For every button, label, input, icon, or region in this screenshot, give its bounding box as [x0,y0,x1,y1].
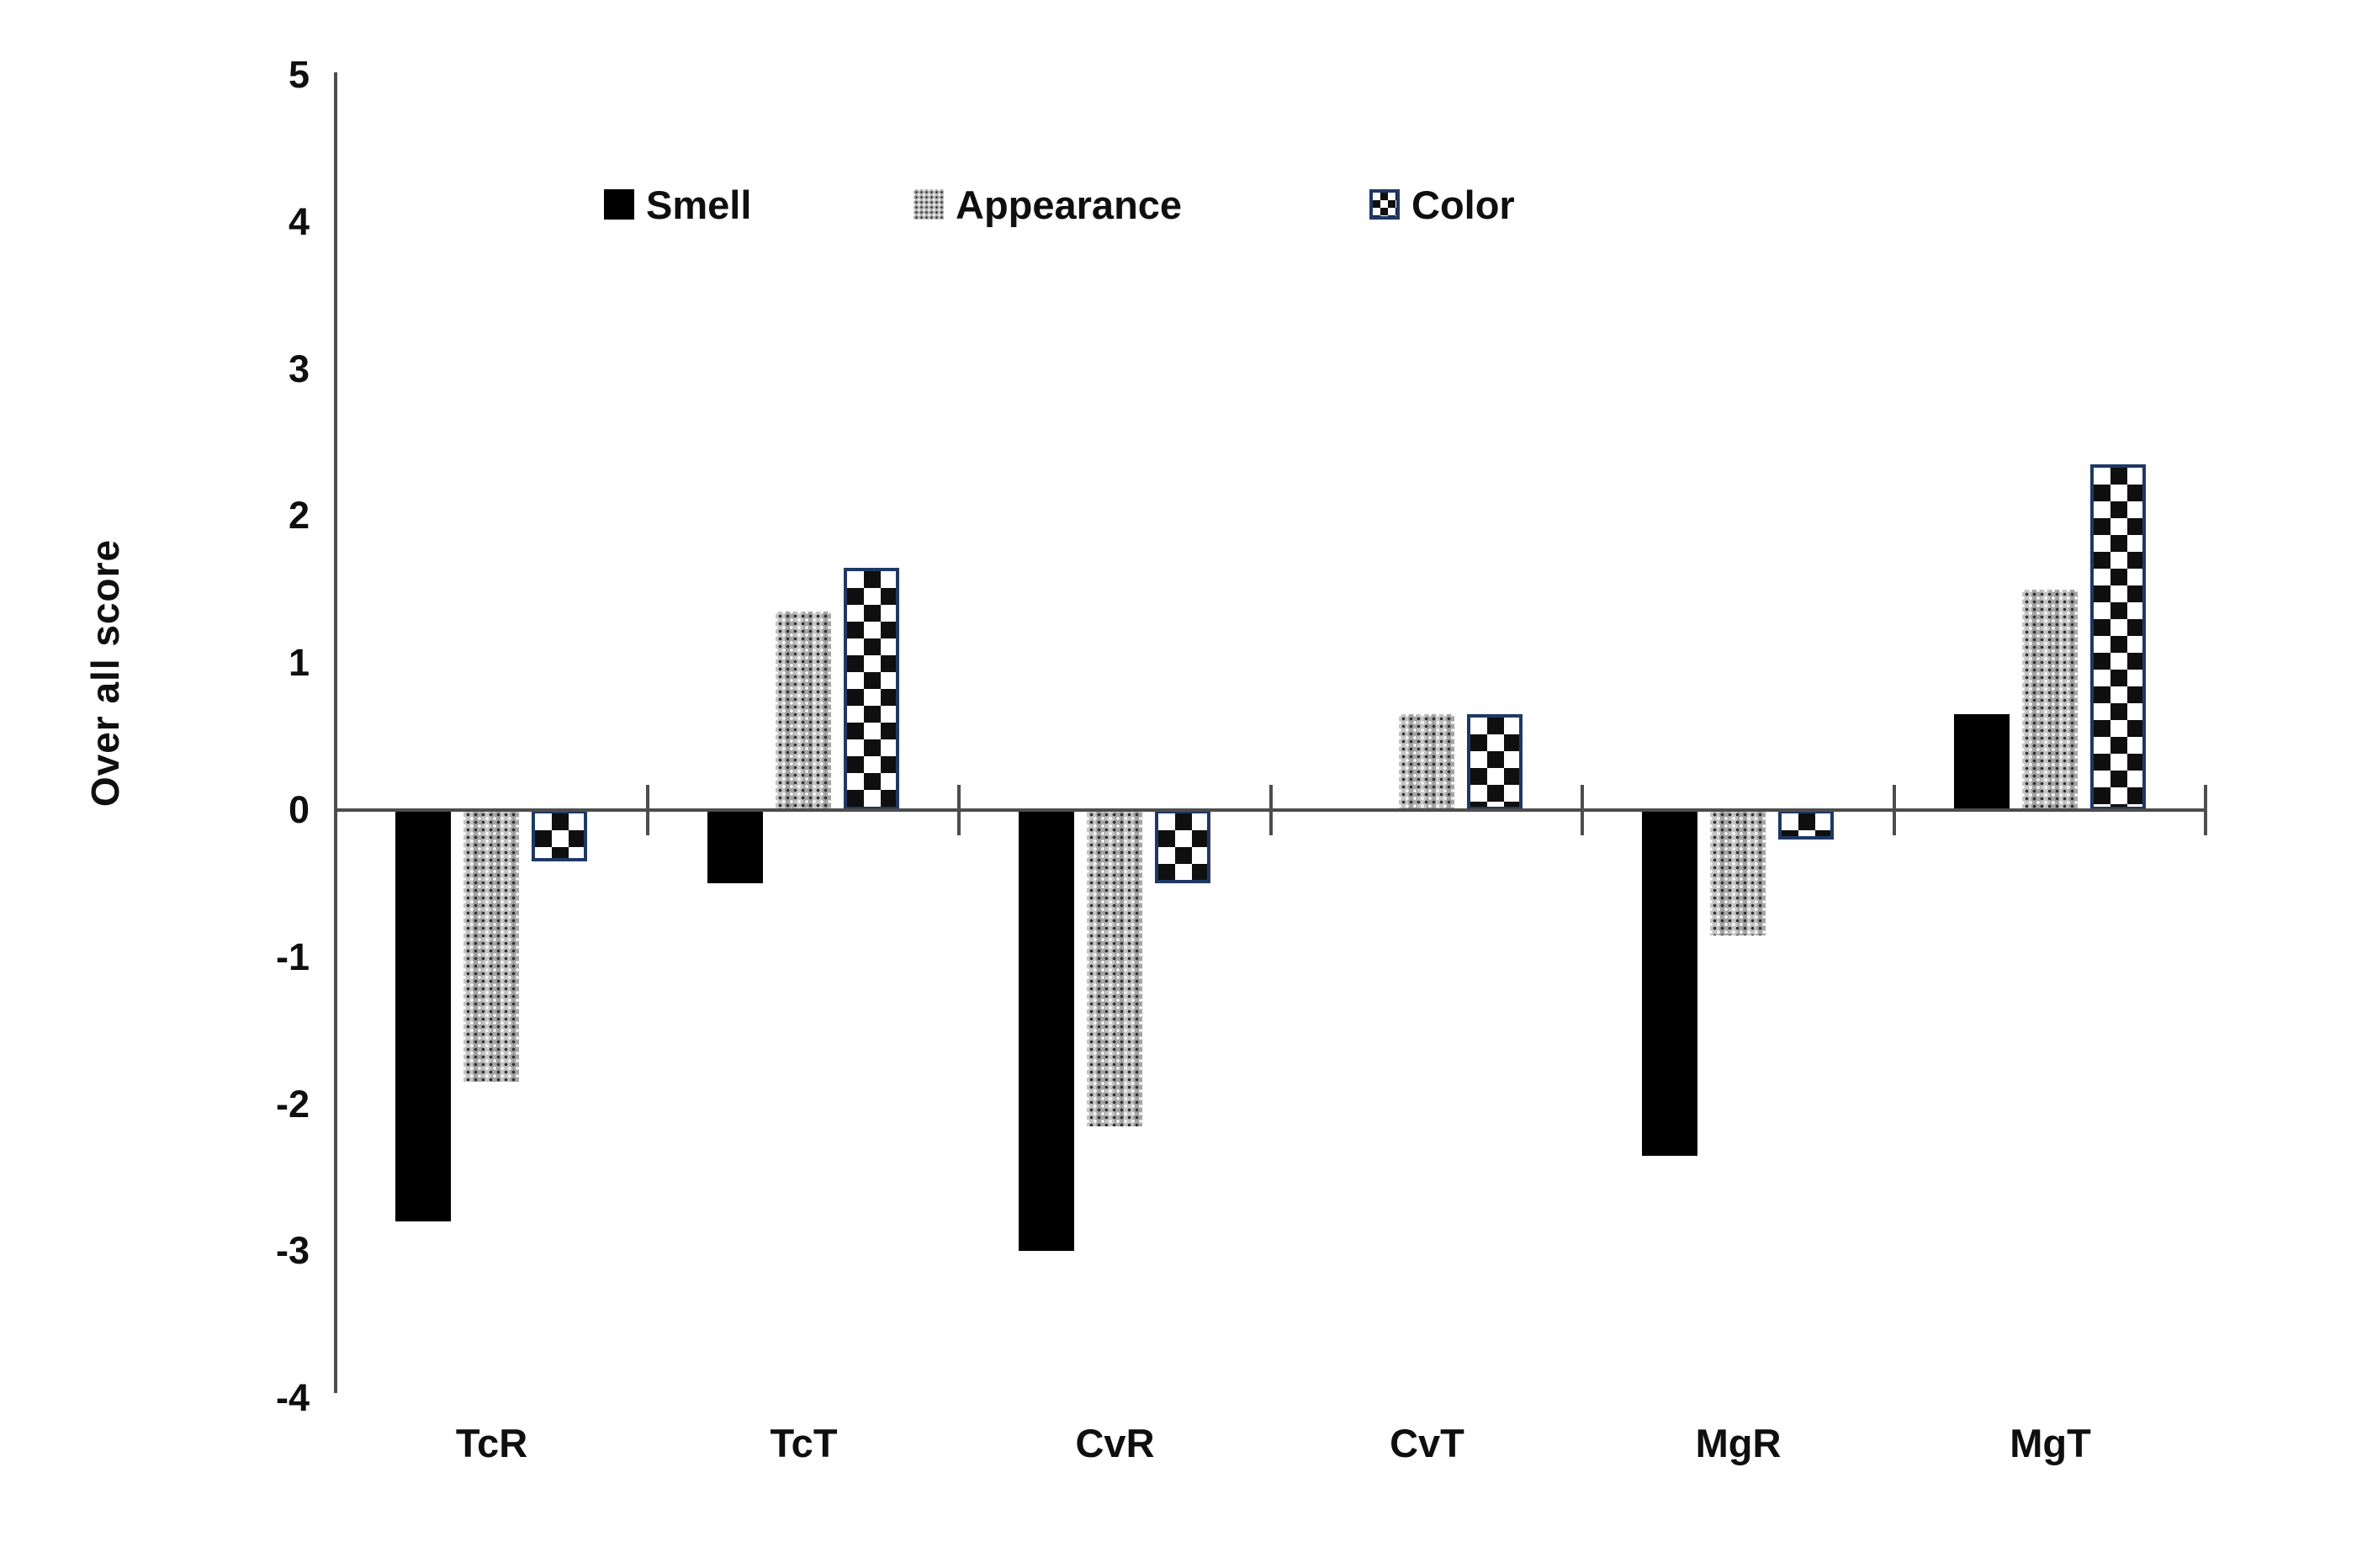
x-axis-tick [646,785,649,835]
y-axis-line [334,72,337,1393]
legend-item-appearance: Appearance [914,179,1182,230]
legend-item-smell: Smell [604,179,751,230]
bar-smell-MgR [1642,810,1697,1156]
y-tick-0: 0 [288,788,310,831]
y-axis-title: Over all score [83,538,127,808]
x-label-TcR: TcR [455,1421,528,1465]
legend-item-color: Color [1369,179,1515,230]
bar-color-TcR [532,810,587,861]
bar-color-CvT [1467,714,1523,810]
x-axis-tick [1893,785,1896,835]
y-tick--4: -4 [275,1376,310,1419]
x-label-TcT: TcT [770,1421,838,1465]
bar-smell-TcR [395,810,451,1221]
bar-color-CvR [1155,810,1210,883]
legend-label-smell: Smell [646,182,752,227]
x-axis-tick [957,785,961,835]
legend-swatch-smell [604,189,634,220]
bar-appearance-MgT [2022,590,2078,810]
x-label-CvT: CvT [1390,1421,1464,1465]
x-label-MgT: MgT [2010,1421,2091,1465]
legend-label-color: Color [1411,182,1515,227]
y-tick-1: 1 [288,641,310,684]
legend-swatch-color [1369,189,1400,220]
x-axis-tick [1269,785,1273,835]
legend-label-appearance: Appearance [956,182,1183,227]
bar-appearance-TcR [463,810,519,1082]
bar-smell-MgT [1954,714,2010,810]
bar-appearance-CvR [1087,810,1142,1126]
x-label-CvR: CvR [1075,1421,1155,1465]
bar-appearance-MgR [1710,810,1766,935]
y-tick--2: -2 [275,1083,310,1126]
bar-appearance-TcT [776,612,831,810]
y-tick-5: 5 [288,53,310,96]
bar-smell-TcT [707,810,763,883]
legend-swatch-appearance [914,189,944,220]
bar-color-MgR [1778,810,1834,840]
bar-smell-CvR [1019,810,1074,1251]
y-tick-3: 3 [288,347,310,390]
bar-appearance-CvT [1399,714,1454,810]
y-tick-4: 4 [288,200,310,243]
x-axis-tick [1581,785,1584,835]
bar-color-MgT [2090,464,2146,810]
y-tick--1: -1 [275,935,310,978]
y-tick-2: 2 [288,494,310,537]
y-tick--3: -3 [275,1229,310,1272]
bar-color-TcT [844,568,899,810]
x-label-MgR: MgR [1695,1421,1782,1465]
x-axis-tick [2204,785,2207,835]
